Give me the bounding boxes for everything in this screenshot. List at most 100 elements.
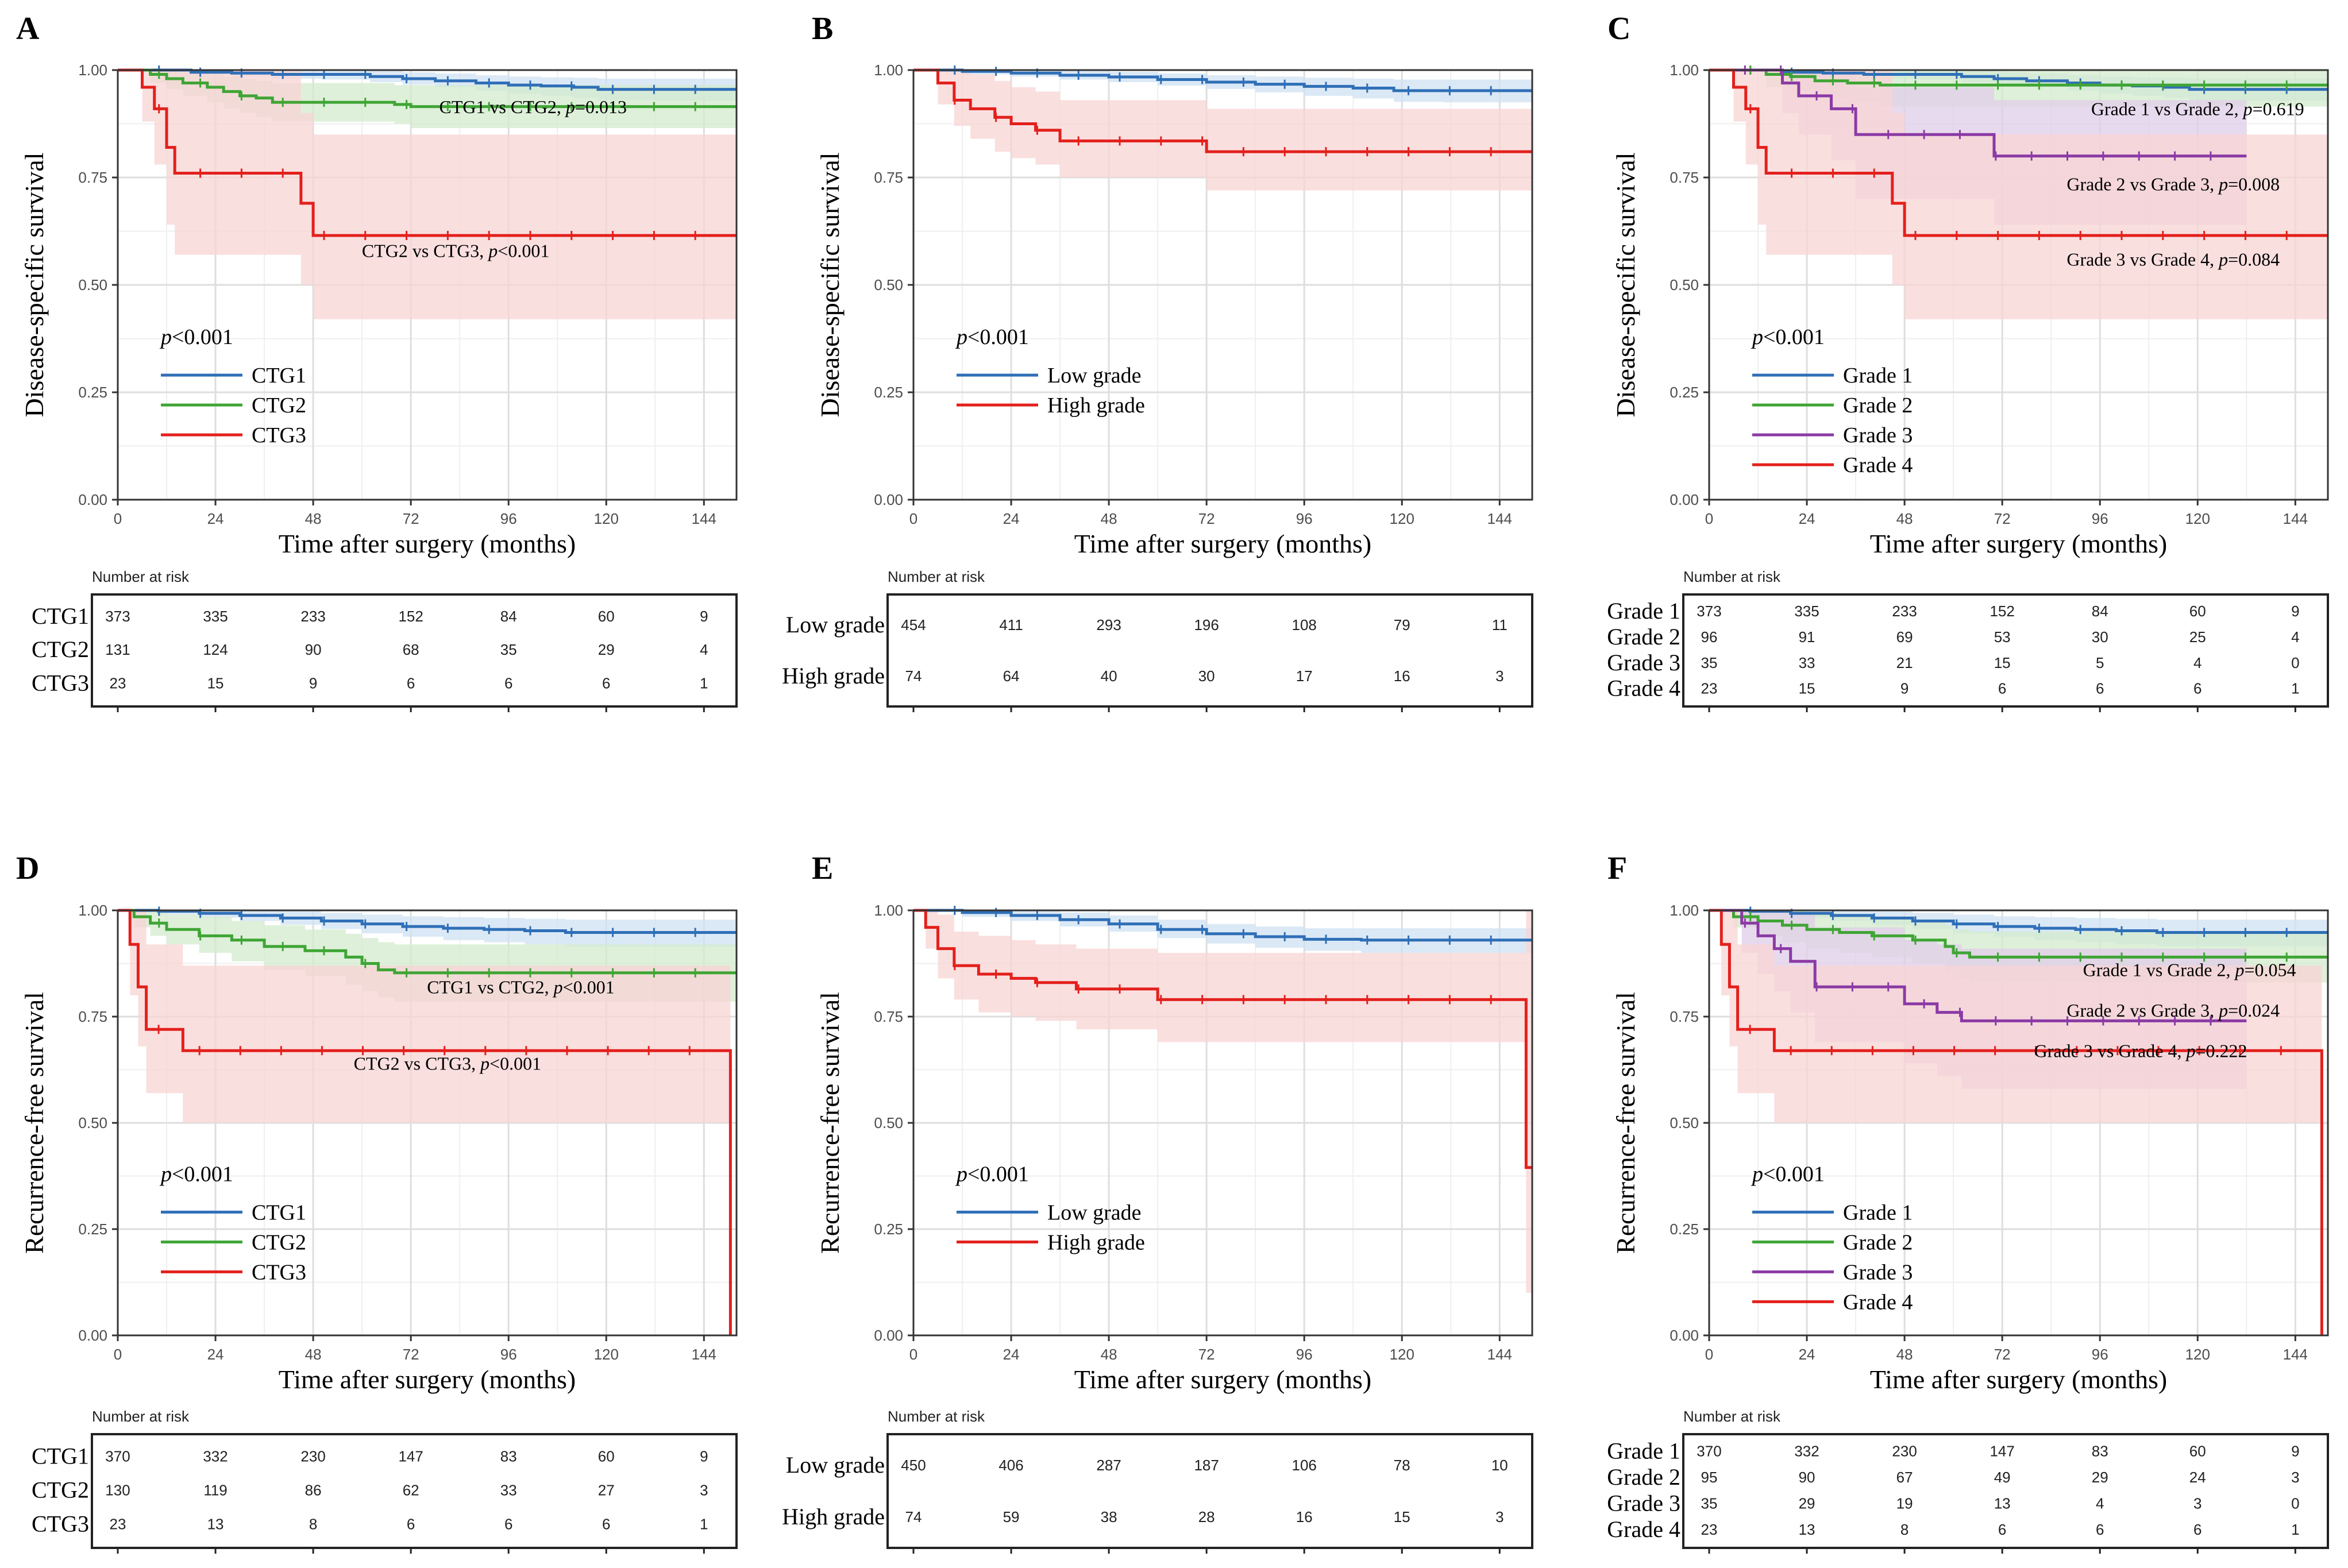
- legend-label: CTG1: [252, 364, 306, 388]
- km-curve-ctg1: [118, 68, 737, 91]
- panel-letter: E: [812, 851, 833, 886]
- km-curve-grade-2: [1709, 909, 2328, 959]
- y-tick-label: 0.25: [1670, 1221, 1699, 1238]
- risk-count: 35: [1701, 1495, 1718, 1512]
- risk-count: 10: [1491, 1457, 1508, 1474]
- risk-count: 64: [1003, 667, 1020, 685]
- x-tick-label: 120: [594, 1346, 619, 1363]
- risk-count: 16: [1394, 667, 1410, 685]
- comparison-annotation: Grade 2 vs Grade 3, p=0.008: [2066, 173, 2280, 194]
- y-tick-label: 0.00: [78, 491, 107, 508]
- risk-row-label: CTG3: [32, 1511, 89, 1537]
- risk-count: 29: [1799, 1495, 1815, 1512]
- x-axis-label: Time after surgery (months): [1074, 1365, 1371, 1394]
- panel-f: F0.000.250.500.751.000 24 48 72 96 120 144Time…: [1607, 851, 2329, 1554]
- y-axis-label: Disease-specific survival: [20, 152, 49, 417]
- risk-count: 3: [1495, 667, 1503, 685]
- risk-count: 233: [300, 608, 325, 625]
- risk-count: 40: [1101, 667, 1117, 685]
- risk-count: 0: [2291, 654, 2299, 671]
- risk-count: 23: [1701, 1521, 1718, 1538]
- ci-band-high-grade: [913, 910, 1532, 1293]
- risk-table-header: Number at risk: [888, 1408, 985, 1425]
- legend-label: CTG2: [252, 1230, 306, 1254]
- risk-row-label: High grade: [782, 1504, 885, 1530]
- x-tick-label: 24: [207, 510, 224, 527]
- risk-count: 3: [2193, 1495, 2202, 1512]
- legend-title: p<0.001: [159, 1162, 233, 1186]
- y-tick-label: 0.00: [1670, 1327, 1699, 1344]
- risk-count: 15: [1394, 1508, 1410, 1525]
- km-curve-ctg2: [118, 909, 737, 975]
- legend-label: Grade 3: [1843, 423, 1913, 447]
- x-tick-label: 120: [2185, 1346, 2210, 1363]
- y-tick-label: 0.50: [874, 276, 903, 293]
- risk-table-frame: [91, 593, 738, 708]
- ci-band-ctg1: [118, 910, 737, 947]
- y-axis-label: Disease-specific survival: [815, 152, 845, 417]
- risk-count: 15: [1994, 654, 2011, 671]
- km-curve-grade-3: [1709, 909, 2247, 1022]
- risk-table-frame: [91, 1433, 738, 1549]
- legend-label: Grade 4: [1843, 1290, 1913, 1314]
- comparison-annotation: Grade 3 vs Grade 4, p=0.084: [2066, 249, 2280, 269]
- x-axis-label: Time after surgery (months): [1870, 1365, 2167, 1394]
- legend-label: CTG1: [252, 1200, 306, 1225]
- risk-count: 68: [403, 641, 419, 658]
- y-tick-label: 1.00: [874, 61, 903, 79]
- y-tick-label: 0.50: [78, 1114, 107, 1131]
- risk-count: 152: [1990, 603, 2014, 620]
- comparison-annotation: Grade 1 vs Grade 2, p=0.619: [2091, 99, 2304, 119]
- risk-count: 17: [1296, 667, 1313, 685]
- y-tick-label: 1.00: [78, 61, 107, 79]
- risk-table-header: Number at risk: [1683, 1408, 1781, 1425]
- x-tick-label: 144: [2283, 510, 2308, 527]
- legend-title: p<0.001: [1751, 325, 1825, 349]
- risk-count: 90: [305, 641, 322, 658]
- risk-count: 78: [1394, 1457, 1410, 1474]
- legend-label: High grade: [1047, 393, 1145, 418]
- comparison-annotation: CTG1 vs CTG2, p<0.001: [427, 976, 614, 997]
- legend-label: Grade 1: [1843, 1200, 1913, 1225]
- risk-count: 23: [1701, 680, 1718, 697]
- risk-count: 152: [398, 608, 423, 625]
- risk-count: 6: [504, 1516, 512, 1533]
- x-tick-label: 48: [1896, 510, 1913, 527]
- risk-table-header: Number at risk: [92, 568, 190, 585]
- risk-count: 406: [998, 1457, 1023, 1474]
- risk-count: 1: [2291, 680, 2299, 697]
- risk-count: 33: [1799, 654, 1815, 671]
- risk-count: 53: [1994, 628, 2011, 646]
- risk-count: 8: [309, 1516, 317, 1533]
- risk-count: 25: [2189, 628, 2206, 646]
- x-tick-label: 72: [1198, 510, 1215, 527]
- panel-d: D0.000.250.500.751.000 24 48 72 96 120 144Time…: [16, 851, 738, 1554]
- risk-row-label: CTG2: [32, 1477, 89, 1503]
- x-tick-label: 72: [1994, 510, 2011, 527]
- risk-count: 0: [2291, 1495, 2299, 1512]
- y-axis-label: Recurrence-free survival: [1611, 992, 1640, 1254]
- risk-count: 373: [1697, 603, 1721, 620]
- x-tick-label: 144: [692, 1346, 716, 1363]
- risk-count: 30: [2092, 628, 2108, 646]
- y-tick-label: 0.75: [78, 169, 107, 186]
- risk-count: 29: [598, 641, 615, 658]
- risk-count: 9: [309, 674, 317, 692]
- comparison-annotation: CTG2 vs CTG3, p<0.001: [354, 1053, 542, 1074]
- legend-label: Grade 2: [1843, 393, 1913, 418]
- y-tick-label: 1.00: [1670, 902, 1699, 919]
- risk-count: 411: [999, 616, 1023, 634]
- risk-row-label: Grade 4: [1607, 1516, 1680, 1542]
- panel-letter: F: [1607, 851, 1627, 886]
- legend-label: CTG3: [252, 1260, 306, 1284]
- km-curve-high-grade: [913, 68, 1532, 153]
- x-tick-label: 48: [305, 510, 322, 527]
- x-tick-label: 96: [2092, 1346, 2108, 1363]
- x-axis-label: Time after surgery (months): [1074, 529, 1371, 558]
- x-tick-label: 120: [594, 510, 619, 527]
- risk-row-label: Grade 1: [1607, 1438, 1680, 1464]
- risk-count: 84: [2092, 603, 2108, 620]
- risk-count: 60: [598, 1447, 615, 1465]
- risk-table-header: Number at risk: [92, 1408, 190, 1425]
- risk-count: 24: [2189, 1469, 2206, 1486]
